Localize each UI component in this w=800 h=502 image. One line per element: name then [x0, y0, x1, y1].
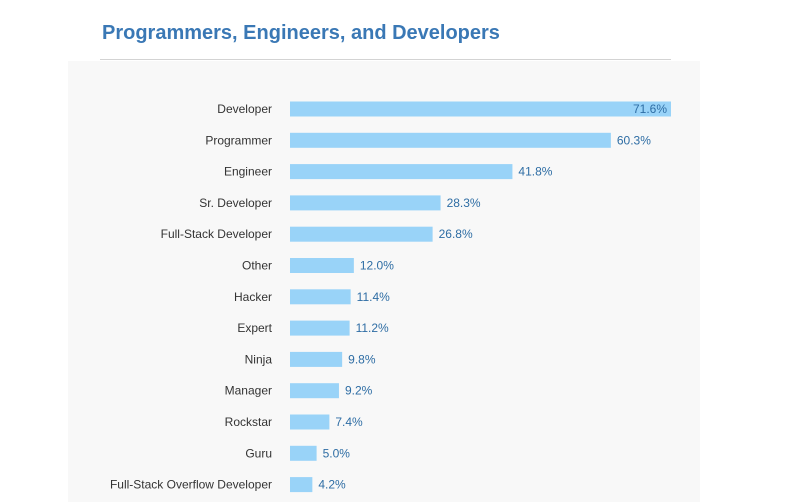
- category-label: Full-Stack Overflow Developer: [110, 478, 272, 492]
- bar: [290, 164, 513, 180]
- bar: [290, 258, 354, 273]
- bar-row: Programmer 60.3%: [205, 132, 651, 148]
- category-label: Ninja: [245, 352, 273, 366]
- bar-row: Developer 71.6%: [217, 101, 671, 117]
- value-label: 60.3%: [617, 133, 651, 147]
- bar: [290, 101, 671, 117]
- category-label: Sr. Developer: [199, 196, 272, 210]
- value-label: 12.0%: [360, 259, 394, 273]
- bar: [290, 132, 611, 148]
- value-label: 9.8%: [348, 352, 376, 366]
- bar-row: Sr. Developer 28.3%: [199, 195, 481, 211]
- value-label: 71.6%: [633, 102, 667, 116]
- category-label: Developer: [217, 102, 272, 116]
- bar: [290, 289, 351, 305]
- value-label: 11.4%: [357, 290, 390, 304]
- value-label: 9.2%: [345, 384, 373, 398]
- value-label: 4.2%: [318, 478, 346, 492]
- value-label: 11.2%: [356, 321, 389, 335]
- bar: [290, 445, 317, 461]
- category-label: Manager: [225, 384, 272, 398]
- category-label: Other: [242, 259, 272, 273]
- bar-row: Full-Stack Developer 26.8%: [161, 226, 473, 242]
- chart-title: Programmers, Engineers, and Developers: [102, 22, 500, 44]
- bar-row: Guru 5.0%: [245, 445, 351, 461]
- bar: [290, 195, 441, 211]
- value-label: 26.8%: [439, 227, 473, 241]
- category-label: Rockstar: [225, 415, 272, 429]
- bar-row: Expert 11.2%: [237, 320, 389, 336]
- title-divider: [100, 59, 671, 60]
- category-label: Hacker: [234, 290, 272, 304]
- category-label: Engineer: [224, 165, 272, 179]
- category-label: Guru: [245, 446, 272, 460]
- bar: [290, 320, 350, 336]
- bar-row: Rockstar 7.4%: [225, 414, 363, 430]
- value-label: 7.4%: [335, 415, 363, 429]
- bar: [290, 383, 339, 399]
- bar: [290, 477, 313, 493]
- value-label: 5.0%: [323, 446, 351, 460]
- value-label: 41.8%: [518, 165, 552, 179]
- bar: [290, 414, 330, 430]
- bar-row: Ninja 9.8%: [245, 351, 376, 367]
- category-label: Programmer: [205, 133, 272, 147]
- bar: [290, 226, 433, 242]
- bar-row: Full-Stack Overflow Developer 4.2%: [110, 477, 346, 493]
- bar-row: Hacker 11.4%: [234, 289, 390, 305]
- bar-row: Engineer 41.8%: [224, 164, 553, 180]
- category-label: Full-Stack Developer: [161, 227, 272, 241]
- value-label: 28.3%: [447, 196, 481, 210]
- category-label: Expert: [237, 321, 272, 335]
- bar: [290, 351, 343, 367]
- bar-row: Other 12.0%: [242, 258, 394, 273]
- bar-row: Manager 9.2%: [225, 383, 373, 399]
